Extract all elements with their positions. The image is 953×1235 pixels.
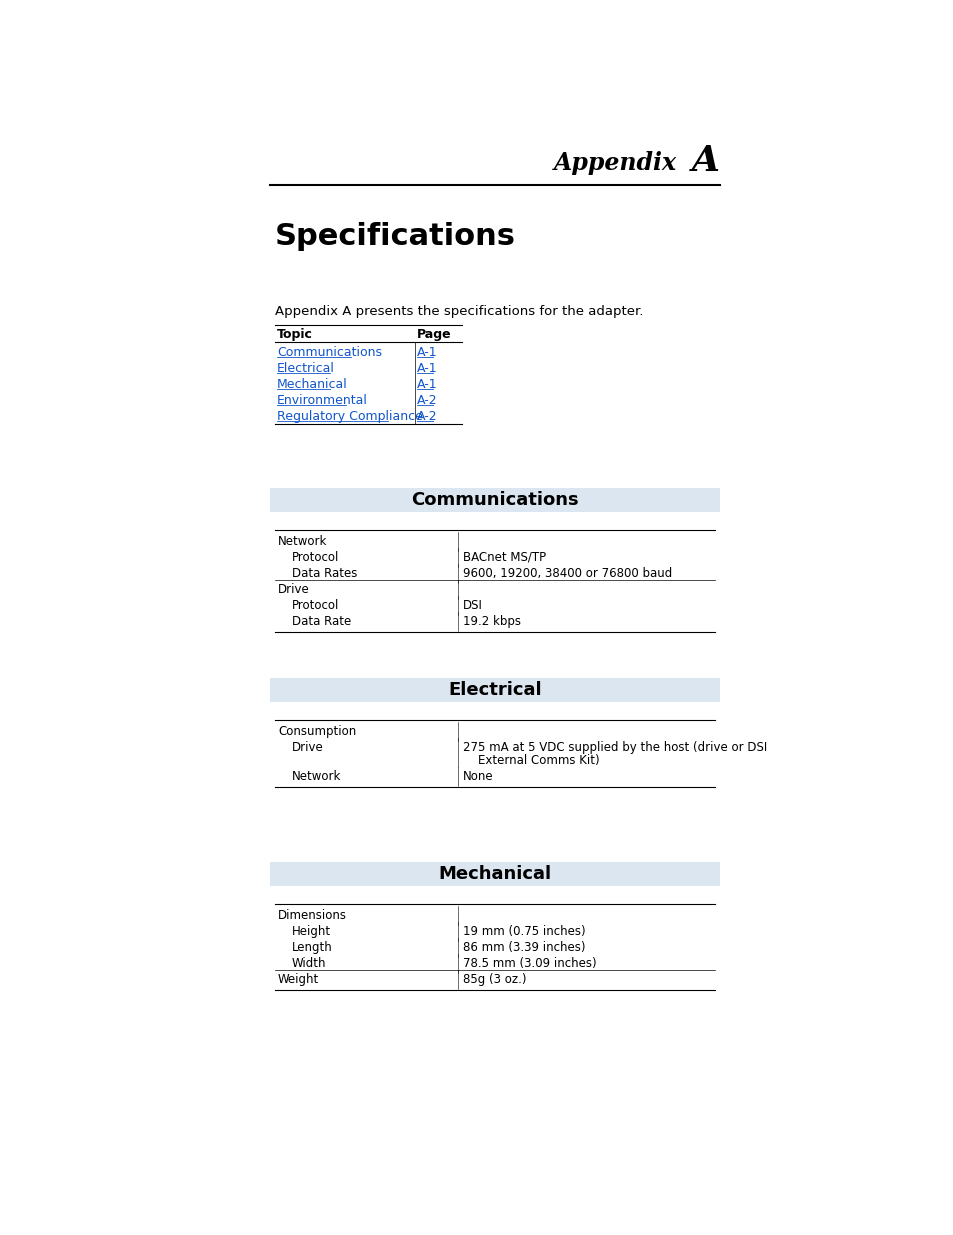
- Text: 86 mm (3.39 inches): 86 mm (3.39 inches): [462, 941, 585, 953]
- Text: 9600, 19200, 38400 or 76800 baud: 9600, 19200, 38400 or 76800 baud: [462, 567, 672, 580]
- Text: Protocol: Protocol: [292, 599, 339, 613]
- Text: A: A: [691, 144, 720, 178]
- Text: Appendix A presents the specifications for the adapter.: Appendix A presents the specifications f…: [274, 305, 642, 317]
- Text: Specifications: Specifications: [274, 222, 516, 251]
- Text: External Comms Kit): External Comms Kit): [462, 755, 599, 767]
- Text: Network: Network: [277, 535, 327, 548]
- Text: Data Rates: Data Rates: [292, 567, 357, 580]
- Text: 19.2 kbps: 19.2 kbps: [462, 615, 520, 629]
- Text: A-1: A-1: [416, 378, 437, 391]
- Text: 275 mA at 5 VDC supplied by the host (drive or DSI: 275 mA at 5 VDC supplied by the host (dr…: [462, 741, 766, 755]
- Text: Weight: Weight: [277, 973, 319, 986]
- Text: Consumption: Consumption: [277, 725, 355, 739]
- Text: Network: Network: [292, 769, 341, 783]
- Text: Electrical: Electrical: [448, 680, 541, 699]
- Text: 19 mm (0.75 inches): 19 mm (0.75 inches): [462, 925, 585, 939]
- Text: 78.5 mm (3.09 inches): 78.5 mm (3.09 inches): [462, 957, 596, 969]
- Text: A-1: A-1: [416, 346, 437, 359]
- Text: A-2: A-2: [416, 410, 437, 424]
- Bar: [270, 862, 720, 885]
- Text: Communications: Communications: [411, 492, 578, 509]
- Text: Appendix: Appendix: [553, 151, 684, 175]
- Text: Mechanical: Mechanical: [438, 864, 551, 883]
- Text: Page: Page: [416, 329, 451, 341]
- Bar: [270, 678, 720, 701]
- Bar: [270, 488, 720, 513]
- Text: Regulatory Compliance: Regulatory Compliance: [276, 410, 422, 424]
- Text: 85g (3 oz.): 85g (3 oz.): [462, 973, 526, 986]
- Text: Data Rate: Data Rate: [292, 615, 351, 629]
- Text: Drive: Drive: [292, 741, 323, 755]
- Text: Environmental: Environmental: [276, 394, 368, 408]
- Text: BACnet MS/TP: BACnet MS/TP: [462, 551, 545, 564]
- Text: Protocol: Protocol: [292, 551, 339, 564]
- Text: None: None: [462, 769, 493, 783]
- Text: Topic: Topic: [276, 329, 313, 341]
- Text: A-1: A-1: [416, 362, 437, 375]
- Text: Dimensions: Dimensions: [277, 909, 347, 923]
- Text: Drive: Drive: [277, 583, 310, 597]
- Text: DSI: DSI: [462, 599, 482, 613]
- Text: Length: Length: [292, 941, 333, 953]
- Text: Electrical: Electrical: [276, 362, 335, 375]
- Text: Communications: Communications: [276, 346, 381, 359]
- Text: Height: Height: [292, 925, 331, 939]
- Text: Mechanical: Mechanical: [276, 378, 348, 391]
- Text: A-2: A-2: [416, 394, 437, 408]
- Text: Width: Width: [292, 957, 326, 969]
